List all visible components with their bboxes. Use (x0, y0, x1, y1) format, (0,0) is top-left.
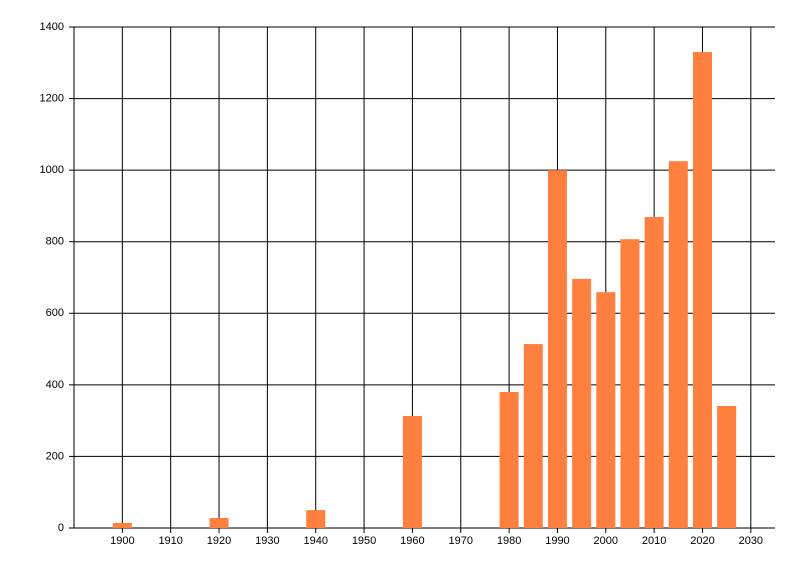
bar (112, 522, 132, 528)
bar (596, 292, 616, 528)
bar (547, 170, 567, 528)
x-tick-label: 2000 (594, 535, 618, 547)
x-tick-label: 1980 (497, 535, 521, 547)
x-tick-label: 1900 (110, 535, 134, 547)
bar (499, 392, 519, 528)
x-tick-label: 1970 (449, 535, 473, 547)
bar (620, 239, 640, 528)
y-tick-label: 0 (58, 522, 64, 534)
x-tick-label: 2030 (739, 535, 763, 547)
x-tick-label: 1910 (158, 535, 182, 547)
bar (306, 510, 326, 528)
y-tick-label: 200 (46, 450, 64, 462)
x-tick-label: 2020 (690, 535, 714, 547)
y-tick-label: 800 (46, 236, 64, 248)
x-tick-label: 1920 (207, 535, 231, 547)
bar (523, 344, 543, 528)
x-tick-label: 1960 (400, 535, 424, 547)
y-tick-label: 400 (46, 379, 64, 391)
bar (668, 161, 688, 529)
x-tick-label: 1940 (303, 535, 327, 547)
y-tick-label: 1400 (40, 21, 64, 33)
x-tick-label: 1930 (255, 535, 279, 547)
x-tick-label: 1990 (545, 535, 569, 547)
y-tick-label: 1200 (40, 92, 64, 104)
bar (692, 52, 712, 529)
bar (209, 517, 229, 528)
y-tick-label: 600 (46, 307, 64, 319)
y-tick-label: 1000 (40, 164, 64, 176)
bar (572, 278, 592, 528)
bar (644, 217, 664, 528)
x-tick-label: 2010 (642, 535, 666, 547)
x-tick-label: 1950 (352, 535, 376, 547)
bar (717, 405, 737, 528)
bar (402, 415, 422, 528)
